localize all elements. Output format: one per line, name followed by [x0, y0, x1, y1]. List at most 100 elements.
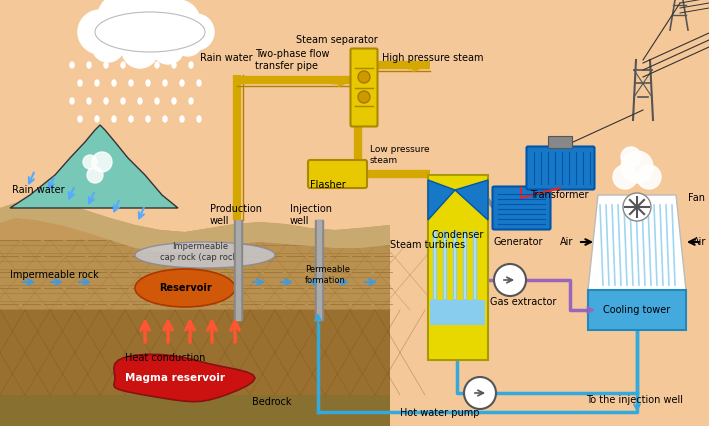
Polygon shape — [455, 180, 488, 220]
Circle shape — [156, 0, 200, 44]
Circle shape — [613, 165, 637, 189]
Ellipse shape — [129, 116, 133, 122]
Ellipse shape — [95, 80, 99, 86]
Ellipse shape — [78, 80, 82, 86]
Text: High pressure steam: High pressure steam — [382, 53, 484, 63]
Text: Fan: Fan — [688, 193, 705, 203]
Text: Production
well: Production well — [210, 204, 262, 226]
Ellipse shape — [197, 80, 201, 86]
Bar — [315, 220, 323, 320]
Ellipse shape — [78, 116, 82, 122]
Circle shape — [637, 165, 661, 189]
Text: Magma reservoir: Magma reservoir — [125, 373, 225, 383]
Text: Bedrock: Bedrock — [252, 397, 291, 407]
Ellipse shape — [189, 98, 193, 104]
Bar — [588, 290, 686, 330]
Bar — [317, 220, 321, 320]
Text: Impermeable rock: Impermeable rock — [10, 270, 99, 280]
Circle shape — [92, 30, 124, 62]
Text: Reservoir: Reservoir — [159, 283, 211, 293]
Bar — [234, 220, 242, 320]
Text: Impermeable
cap rock (cap rock): Impermeable cap rock (cap rock) — [160, 242, 240, 262]
Circle shape — [92, 152, 112, 172]
Text: Permeable
formation: Permeable formation — [305, 265, 350, 285]
Polygon shape — [10, 125, 178, 208]
Ellipse shape — [155, 98, 159, 104]
Text: Rain water: Rain water — [12, 185, 65, 195]
Circle shape — [623, 193, 651, 221]
Ellipse shape — [104, 98, 108, 104]
FancyBboxPatch shape — [308, 160, 367, 188]
Bar — [428, 175, 488, 360]
Text: Transformer: Transformer — [530, 190, 588, 200]
Polygon shape — [588, 195, 686, 290]
Ellipse shape — [135, 269, 235, 307]
Polygon shape — [428, 180, 455, 220]
Circle shape — [87, 167, 103, 183]
Bar — [236, 220, 240, 320]
Circle shape — [122, 32, 158, 68]
Ellipse shape — [135, 242, 275, 268]
Ellipse shape — [180, 116, 184, 122]
Bar — [430, 300, 485, 325]
Ellipse shape — [112, 80, 116, 86]
Text: Injection
well: Injection well — [290, 204, 332, 226]
Ellipse shape — [129, 80, 133, 86]
Ellipse shape — [95, 116, 99, 122]
Circle shape — [78, 10, 122, 54]
Polygon shape — [0, 310, 390, 395]
Circle shape — [494, 264, 526, 296]
Text: Condenser: Condenser — [432, 230, 484, 240]
Circle shape — [358, 71, 370, 83]
Polygon shape — [114, 354, 255, 402]
Ellipse shape — [189, 62, 193, 68]
Ellipse shape — [104, 62, 108, 68]
Polygon shape — [0, 200, 390, 252]
FancyBboxPatch shape — [350, 49, 377, 127]
Ellipse shape — [180, 80, 184, 86]
Text: Heat conduction: Heat conduction — [125, 353, 205, 363]
Text: Hot water pump: Hot water pump — [401, 408, 480, 418]
Circle shape — [358, 91, 370, 103]
Text: Two-phase flow
transfer pipe: Two-phase flow transfer pipe — [255, 49, 330, 71]
Circle shape — [174, 28, 202, 56]
Circle shape — [97, 0, 153, 48]
Text: Rain water: Rain water — [200, 53, 252, 63]
Text: Air: Air — [693, 237, 706, 247]
Text: Steam separator: Steam separator — [296, 35, 378, 45]
Ellipse shape — [87, 62, 91, 68]
Text: Air: Air — [559, 237, 573, 247]
Circle shape — [178, 14, 214, 50]
Text: To the injection well: To the injection well — [586, 395, 683, 405]
FancyBboxPatch shape — [527, 147, 595, 190]
Ellipse shape — [138, 98, 142, 104]
Polygon shape — [0, 240, 390, 310]
Text: Gas extractor: Gas extractor — [490, 297, 557, 307]
Circle shape — [152, 32, 184, 64]
Circle shape — [621, 147, 641, 167]
Ellipse shape — [172, 62, 176, 68]
Ellipse shape — [70, 98, 74, 104]
Ellipse shape — [138, 62, 142, 68]
Text: Cooling tower: Cooling tower — [603, 305, 671, 315]
Circle shape — [126, 0, 178, 42]
Circle shape — [464, 377, 496, 409]
Ellipse shape — [112, 116, 116, 122]
Polygon shape — [0, 200, 390, 426]
Text: Flasher: Flasher — [310, 180, 346, 190]
Text: Low pressure
steam: Low pressure steam — [370, 145, 430, 165]
Ellipse shape — [121, 98, 125, 104]
Ellipse shape — [146, 116, 150, 122]
Text: Generator: Generator — [494, 237, 544, 247]
Ellipse shape — [163, 116, 167, 122]
Ellipse shape — [87, 98, 91, 104]
Ellipse shape — [70, 62, 74, 68]
Ellipse shape — [121, 62, 125, 68]
Ellipse shape — [197, 116, 201, 122]
Bar — [548, 136, 572, 148]
Circle shape — [83, 155, 97, 169]
Ellipse shape — [155, 62, 159, 68]
Circle shape — [621, 151, 653, 183]
Ellipse shape — [172, 98, 176, 104]
FancyBboxPatch shape — [493, 187, 550, 230]
